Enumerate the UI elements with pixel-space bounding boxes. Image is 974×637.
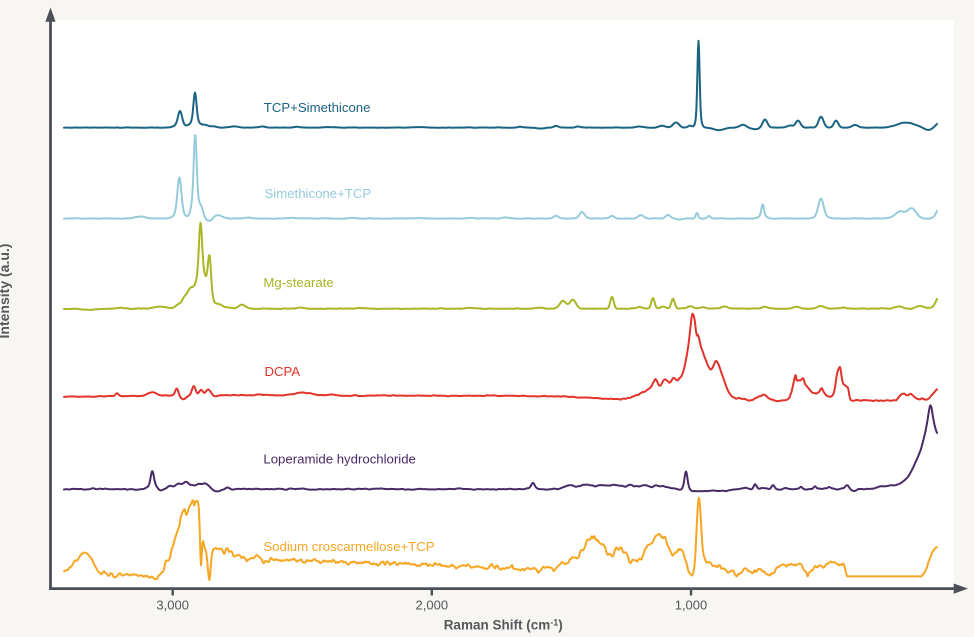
svg-text:Mg-stearate: Mg-stearate xyxy=(263,275,333,290)
svg-text:1,000: 1,000 xyxy=(675,598,708,613)
svg-text:3,000: 3,000 xyxy=(156,598,189,613)
svg-text:Loperamide hydrochloride: Loperamide hydrochloride xyxy=(263,452,415,467)
svg-text:Sodium croscarmellose+TCP: Sodium croscarmellose+TCP xyxy=(263,539,434,554)
svg-text:2,000: 2,000 xyxy=(416,598,449,613)
svg-text:Raman Shift (cm-1): Raman Shift (cm-1) xyxy=(444,617,563,632)
svg-text:Intensity (a.u.): Intensity (a.u.) xyxy=(0,244,12,339)
svg-text:DCPA: DCPA xyxy=(265,364,301,379)
svg-text:Simethicone+TCP: Simethicone+TCP xyxy=(265,186,372,201)
svg-text:TCP+Simethicone: TCP+Simethicone xyxy=(264,100,371,115)
